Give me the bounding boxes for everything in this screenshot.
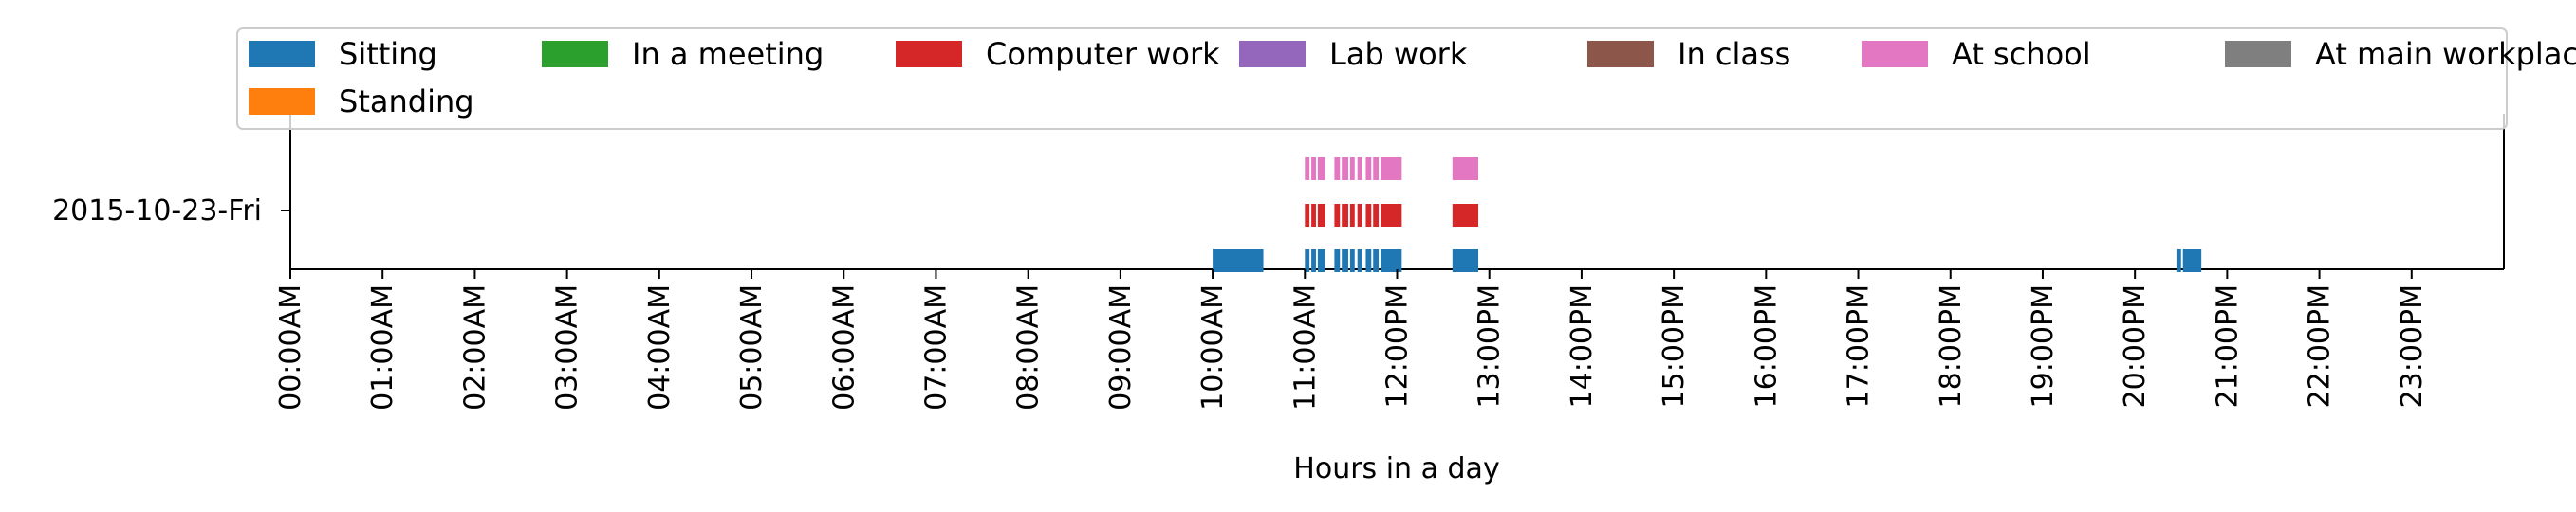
x-tick-label: 03:00AM [551,284,584,411]
activity-bar-at-school [1342,157,1348,180]
y-tick-label-day: 2015-10-23-Fri [52,194,262,228]
activity-bar-at-school [1349,157,1355,180]
x-tick-label: 13:00PM [1473,284,1507,408]
activity-bar-sitting [1213,249,1264,272]
activity-bar-at-school [1311,157,1316,180]
x-tick-label: 23:00PM [2396,284,2429,408]
x-tick-label: 12:00PM [1381,284,1415,408]
x-tick-label: 07:00AM [919,284,953,411]
x-tick-label: 22:00PM [2304,284,2337,408]
activity-bar-computer-work [1365,204,1372,227]
activity-bar-sitting [2176,249,2181,272]
activity-bar-sitting [1349,249,1355,272]
x-tick-label: 21:00PM [2211,284,2244,408]
plot-area [281,114,2505,272]
x-tick-label: 05:00AM [735,284,769,411]
legend-swatch [249,88,315,115]
legend-label: At school [1952,36,2091,72]
x-tick-label: 06:00AM [827,284,861,411]
x-tick-label: 01:00AM [366,284,399,411]
activity-bar-computer-work [1317,204,1325,227]
legend-frame [236,27,2508,130]
activity-bar-sitting [1334,249,1341,272]
activity-bar-sitting [1311,249,1316,272]
x-tick-label: 15:00PM [1658,284,1691,408]
x-tick-label: 02:00AM [458,284,491,411]
activity-bar-at-school [1357,157,1362,180]
x-tick-label: 09:00AM [1104,284,1138,411]
legend-label: At main workplace [2315,36,2576,72]
x-tick-label: 10:00AM [1196,284,1230,411]
activity-bar-at-school [1365,157,1372,180]
activity-bar-sitting [1365,249,1372,272]
x-tick-label: 00:00AM [274,284,307,411]
x-tick-label: 18:00PM [1935,284,1968,408]
activity-bar-sitting [1357,249,1362,272]
x-axis: 00:00AM 01:00AM 02:00AM 03:00AM 04:00AM 05:00… [274,269,2429,411]
legend: Sitting In a meeting Computer work Lab work… [236,27,2576,130]
activity-bar-computer-work [1373,204,1380,227]
legend-swatch [249,41,315,67]
activity-bar-sitting [1342,249,1348,272]
activity-bar-computer-work [1305,204,1310,227]
x-tick-label: 19:00PM [2027,284,2060,408]
legend-swatch [896,41,962,67]
activity-bar-at-school [1373,157,1380,180]
activity-bar-sitting [2182,249,2202,272]
x-tick-label: 14:00PM [1566,284,1599,408]
activity-bar-sitting [1317,249,1325,272]
activity-bar-sitting [1373,249,1380,272]
x-tick-label: 04:00AM [643,284,676,411]
activity-bar-at-school [1317,157,1325,180]
activity-bar-computer-work [1452,204,1479,227]
activity-bar-sitting [1305,249,1310,272]
activity-bar-computer-work [1342,204,1348,227]
x-tick-label: 17:00PM [1843,284,1876,408]
activity-bar-computer-work [1357,204,1362,227]
activity-bar-at-school [1381,157,1402,180]
activity-bar-computer-work [1334,204,1341,227]
x-tick-label: 20:00PM [2119,284,2152,408]
activity-bar-at-school [1334,157,1341,180]
legend-swatch [542,41,608,67]
legend-label: In class [1677,36,1790,72]
legend-label: Computer work [986,36,1220,72]
legend-swatch [2225,41,2291,67]
legend-label: Lab work [1329,36,1468,72]
activity-bar-computer-work [1381,204,1402,227]
x-tick-label: 08:00AM [1012,284,1046,411]
x-tick-label: 16:00PM [1750,284,1783,408]
x-tick-label: 11:00AM [1288,284,1322,411]
legend-label: Standing [339,83,474,119]
legend-swatch [1862,41,1928,67]
x-axis-title: Hours in a day [1293,452,1499,485]
activity-bar-at-school [1305,157,1310,180]
legend-label: Sitting [339,36,437,72]
activity-bar-at-school [1452,157,1479,180]
activity-bar-sitting [1381,249,1402,272]
legend-swatch [1587,41,1654,67]
legend-swatch [1239,41,1306,67]
activity-bar-computer-work [1311,204,1316,227]
activity-bar-sitting [1452,249,1479,272]
legend-label: In a meeting [632,36,824,72]
activity-bar-computer-work [1349,204,1355,227]
